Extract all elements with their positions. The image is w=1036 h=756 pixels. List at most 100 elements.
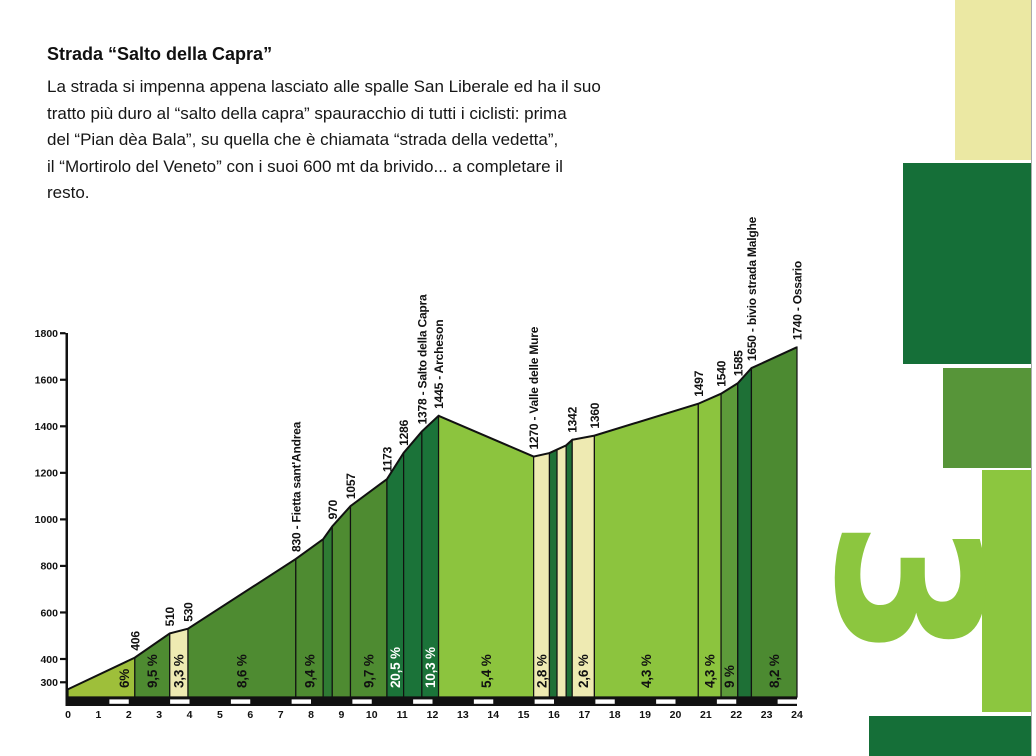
x-axis: 0 1 2 3 4 5 6 7 8 9 10 11 12 13 14 15 16 17 18 19 20 21 22 23 24 (65, 697, 803, 721)
x-tick-label: 22 (730, 709, 742, 721)
y-tick-label: 1200 (35, 468, 59, 480)
profile-segment (322, 524, 333, 698)
x-tick-label: 15 (518, 709, 530, 721)
x-tick-label: 20 (670, 709, 682, 721)
y-tick (60, 425, 66, 428)
x-tick-label: 7 (278, 709, 284, 721)
distance-dash (777, 699, 797, 704)
profile-segment (737, 366, 753, 698)
gradient-label: 9,5 % (145, 654, 160, 688)
gradient-label: 8,2 % (767, 654, 782, 688)
elevation-labels: 406 510 530 830 - Fietta sant'Andrea 970 1057… (128, 216, 804, 650)
distance-dash (170, 699, 190, 704)
y-tick (60, 332, 66, 335)
elevation-label: 1378 - Salto della Capra (415, 294, 429, 424)
x-tick-label: 9 (338, 709, 344, 721)
page-title: Strada “Salto della Capra” (47, 44, 273, 64)
x-tick-label: 3 (156, 709, 162, 721)
elevation-label: 1740 - Ossario (791, 261, 805, 340)
gradient-label: 9 % (722, 665, 737, 688)
elevation-label: 970 (326, 499, 340, 519)
profile-segment (593, 402, 699, 698)
gradient-label: 6% (117, 669, 132, 688)
distance-dash (109, 699, 129, 704)
gradient-label: 3,3 % (172, 654, 187, 688)
y-axis: 1800 1600 1400 1200 1000 800 600 400 300 (35, 328, 68, 706)
elevation-label: 530 (181, 602, 195, 622)
gradient-label: 4,3 % (702, 654, 717, 688)
gradient-label: 9,7 % (362, 654, 377, 688)
distance-dash (413, 699, 433, 704)
distance-dash (291, 699, 311, 704)
x-tick-label: 8 (308, 709, 314, 721)
profile-segment (556, 444, 567, 698)
profile-segment (548, 448, 558, 698)
page-edge-line (1031, 0, 1032, 756)
profile-segment (750, 346, 798, 698)
elevation-label: 1173 (380, 446, 394, 472)
distance-dash (473, 699, 494, 704)
x-tick-label: 18 (609, 709, 621, 721)
y-tick-label: 800 (40, 561, 58, 573)
x-tick-label: 23 (761, 709, 773, 721)
elevation-label: 1650 - bivio strada Malghe (745, 216, 759, 361)
decor-olive-green-block (943, 368, 1031, 468)
decor-cream-block (955, 0, 1031, 160)
distance-dash (534, 699, 554, 704)
x-tick-label: 21 (700, 709, 712, 721)
distance-dash (595, 699, 615, 704)
x-tick-label: 0 (65, 709, 71, 721)
x-tick-label: 11 (397, 709, 408, 721)
elevation-label: 1342 (566, 406, 580, 432)
x-tick-label: 14 (487, 709, 499, 721)
elevation-label: 406 (128, 631, 142, 651)
elevation-label: 510 (163, 606, 177, 626)
x-tick-label: 17 (579, 709, 591, 721)
distance-dash (230, 699, 251, 704)
gradient-label: 2,8 % (534, 654, 549, 688)
elevation-label: 1360 (588, 402, 602, 428)
profile-segments (67, 346, 798, 698)
gradient-label: 10,3 % (423, 647, 438, 688)
x-tick-label: 19 (639, 709, 651, 721)
y-tick-label: 400 (40, 654, 58, 666)
x-tick-label: 1 (95, 709, 101, 721)
profile-segment (697, 392, 722, 698)
decor-bottom-green-bar (869, 716, 1031, 756)
elevation-label: 1286 (397, 419, 411, 445)
elevation-label: 1540 (715, 360, 729, 386)
x-tick-label: 13 (457, 709, 469, 721)
x-tick-label: 4 (187, 709, 193, 721)
x-tick-label: 24 (791, 709, 803, 721)
elevation-label: 830 - Fietta sant'Andrea (289, 421, 303, 552)
y-tick (60, 657, 66, 661)
elevation-label: 1585 (731, 350, 745, 376)
elevation-label: 1057 (344, 473, 358, 499)
gradient-label: 5,4 % (479, 654, 494, 688)
gradient-labels: 6% 9,5 % 3,3 % 8,6 % 9,4 % 9,7 % 20,5 % 10,3 % 5… (117, 647, 782, 688)
profile-topline (67, 346, 798, 691)
distance-dash (352, 699, 372, 704)
profile-segment (331, 504, 352, 698)
intro-paragraph: La strada si impenna appena lasciato all… (47, 77, 601, 202)
x-tick-label: 12 (427, 709, 439, 721)
gradient-label: 4,3 % (639, 654, 654, 688)
y-tick (60, 681, 66, 684)
distance-dash (716, 699, 737, 704)
profile-segment (720, 382, 739, 698)
y-tick (60, 611, 66, 614)
elevation-label: 1497 (692, 370, 706, 396)
profile-segment (403, 429, 423, 698)
y-tick-label: 1400 (35, 421, 59, 433)
gradient-label: 9,4 % (302, 654, 317, 688)
y-tick (60, 564, 66, 568)
y-tick (60, 471, 66, 474)
y-tick-label: 300 (40, 677, 58, 689)
decor-dark-green-block (903, 163, 1031, 364)
elevation-label: 1445 - Archeson (432, 320, 446, 409)
distance-dash (656, 699, 676, 704)
x-tick-label: 2 (126, 709, 132, 721)
y-tick-label: 1000 (35, 514, 59, 526)
